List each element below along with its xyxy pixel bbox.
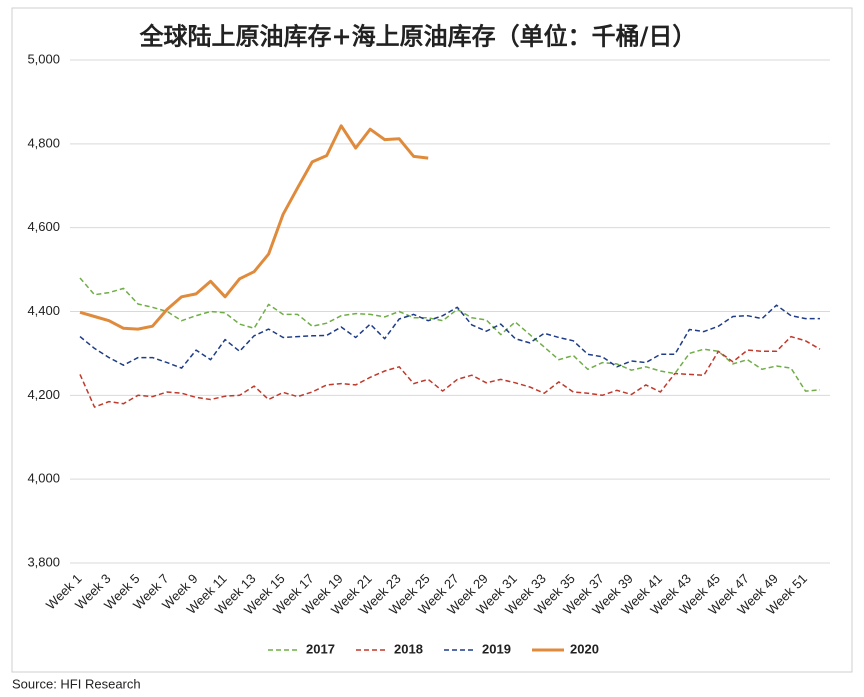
y-tick-label: 4,400 bbox=[27, 303, 60, 318]
y-tick-label: 5,000 bbox=[27, 51, 60, 66]
legend-label: 2017 bbox=[306, 641, 335, 656]
y-tick-label: 4,600 bbox=[27, 219, 60, 234]
series-line bbox=[79, 335, 821, 408]
chart-title: 全球陆上原油库存+海上原油库存（单位：千桶/日） bbox=[139, 22, 697, 51]
chart-frame bbox=[11, 7, 853, 673]
y-tick-label: 3,800 bbox=[27, 554, 60, 569]
legend-label: 2019 bbox=[482, 641, 511, 656]
legend-label: 2020 bbox=[570, 641, 599, 656]
y-tick-label: 4,200 bbox=[27, 387, 60, 402]
series-line bbox=[79, 124, 429, 331]
y-tick-label: 4,000 bbox=[27, 471, 60, 486]
series-line bbox=[79, 304, 820, 369]
y-tick-label: 4,800 bbox=[27, 135, 60, 150]
source-note: Source: HFI Research bbox=[12, 676, 141, 691]
legend-label: 2018 bbox=[394, 641, 423, 656]
